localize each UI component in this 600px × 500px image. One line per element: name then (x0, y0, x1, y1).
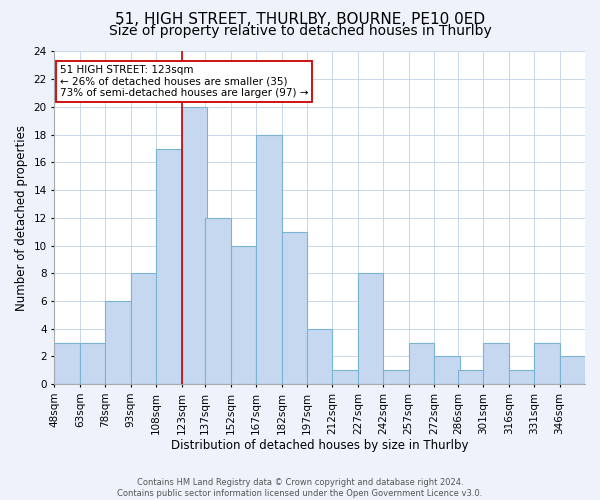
Bar (131, 274, 156, 384)
Text: Size of property relative to detached houses in Thurlby: Size of property relative to detached ho… (109, 24, 491, 38)
Bar (358, 274, 383, 384)
Bar (156, 148, 182, 384)
Bar (55, 342, 80, 384)
Bar (231, 246, 256, 384)
Text: 51 HIGH STREET: 123sqm
← 26% of detached houses are smaller (35)
73% of semi-det: 51 HIGH STREET: 123sqm ← 26% of detached… (60, 65, 308, 98)
Y-axis label: Number of detached properties: Number of detached properties (15, 125, 28, 311)
Bar (534, 342, 560, 384)
Bar (383, 370, 409, 384)
Bar (80, 342, 105, 384)
Bar (409, 342, 434, 384)
Bar (256, 134, 281, 384)
X-axis label: Distribution of detached houses by size in Thurlby: Distribution of detached houses by size … (171, 440, 469, 452)
Bar (105, 301, 131, 384)
Bar (509, 370, 534, 384)
Bar (281, 232, 307, 384)
Bar (560, 356, 585, 384)
Bar (205, 218, 231, 384)
Bar (182, 107, 207, 384)
Bar (434, 356, 460, 384)
Text: 51, HIGH STREET, THURLBY, BOURNE, PE10 0ED: 51, HIGH STREET, THURLBY, BOURNE, PE10 0… (115, 12, 485, 28)
Bar (458, 370, 483, 384)
Bar (332, 370, 358, 384)
Text: Contains HM Land Registry data © Crown copyright and database right 2024.
Contai: Contains HM Land Registry data © Crown c… (118, 478, 482, 498)
Bar (307, 328, 332, 384)
Bar (483, 342, 509, 384)
